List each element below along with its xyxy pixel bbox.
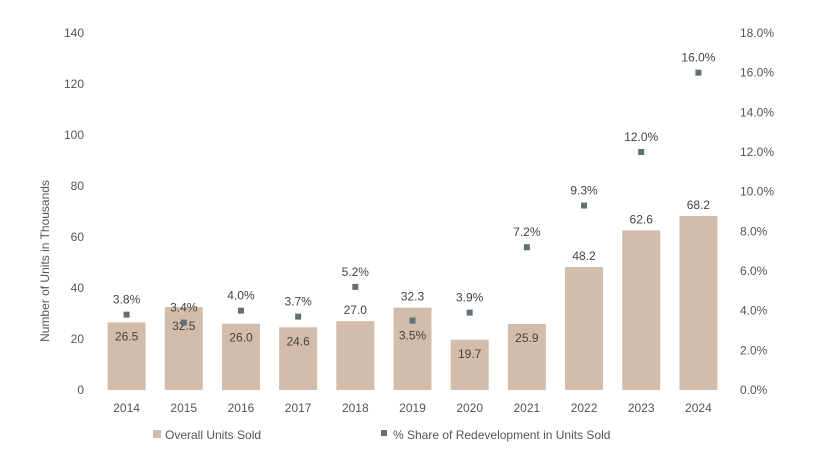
bar-data-label: 26.0 <box>229 331 253 345</box>
bar <box>221 323 260 390</box>
x-axis-ticks: 2014 2015 2016 2017 2018 2019 2020 2021 2022 2023… <box>113 401 712 415</box>
bar-data-label: 25.9 <box>515 331 539 345</box>
right-axis-ticks: 0.0% 2.0% 4.0% 6.0% 8.0% 10.0% 12.0% 14.0% 16.0%… <box>740 26 774 397</box>
y2-tick-label: 6.0% <box>740 264 768 278</box>
marker-point <box>581 202 588 209</box>
bar-data-label: 24.6 <box>286 334 310 348</box>
y-tick-label: 80 <box>71 179 85 193</box>
bar <box>279 327 318 390</box>
marker-point <box>237 307 244 314</box>
marker-data-label: 9.3% <box>570 184 598 198</box>
x-tick-label: 2017 <box>285 401 312 415</box>
marker-point <box>352 283 359 290</box>
bar <box>622 230 661 390</box>
y2-tick-label: 18.0% <box>740 26 774 40</box>
bar-data-label: 48.2 <box>572 249 596 263</box>
bar-data-label: 27.0 <box>344 303 368 317</box>
left-axis-ticks: 0 20 40 60 80 100 120 140 <box>64 26 84 397</box>
marker-data-labels: 3.8% 3.4% 4.0% 3.7% 5.2% 3.5% 3.9% 7.2% 9.3% 12.0… <box>113 51 716 343</box>
marker-data-label: 3.8% <box>113 293 141 307</box>
marker-data-label: 12.0% <box>624 130 658 144</box>
y-tick-label: 140 <box>64 26 84 40</box>
bar-data-label: 19.7 <box>458 347 482 361</box>
x-tick-label: 2023 <box>628 401 655 415</box>
y2-tick-label: 8.0% <box>740 224 768 238</box>
y2-tick-label: 4.0% <box>740 304 768 318</box>
bar-data-label: 68.2 <box>687 198 711 212</box>
y2-tick-label: 16.0% <box>740 66 774 80</box>
marker-data-label: 4.0% <box>227 289 255 303</box>
y2-tick-label: 12.0% <box>740 145 774 159</box>
y-tick-label: 100 <box>64 128 84 142</box>
marker-data-label: 3.9% <box>456 291 484 305</box>
bar <box>507 323 546 390</box>
marker-data-label: 5.2% <box>342 265 370 279</box>
x-tick-label: 2015 <box>170 401 197 415</box>
marker-series <box>123 69 702 326</box>
marker-point <box>523 244 530 251</box>
marker-point <box>695 69 702 76</box>
bar <box>450 339 489 390</box>
bar <box>336 321 375 390</box>
bar-data-label: 26.5 <box>115 329 139 343</box>
y-tick-label: 40 <box>71 281 85 295</box>
legend-marker-label: % Share of Redevelopment in Units Sold <box>393 428 610 442</box>
y-tick-label: 60 <box>71 230 85 244</box>
x-tick-label: 2020 <box>456 401 483 415</box>
x-tick-label: 2022 <box>571 401 598 415</box>
marker-data-label: 3.7% <box>284 295 312 309</box>
bar-data-label: 32.3 <box>401 290 425 304</box>
bar-series <box>107 216 718 390</box>
marker-point <box>180 319 187 326</box>
x-tick-label: 2014 <box>113 401 140 415</box>
marker-point <box>295 313 302 320</box>
bar <box>565 267 604 390</box>
y2-tick-label: 2.0% <box>740 343 768 357</box>
marker-point <box>638 149 645 155</box>
y-tick-label: 120 <box>64 77 84 91</box>
legend-bar-swatch <box>153 430 161 438</box>
x-tick-label: 2019 <box>399 401 426 415</box>
y-tick-label: 0 <box>77 383 84 397</box>
bar-data-label: 62.6 <box>630 212 654 226</box>
y-axis-label: Number of Units in Thousands <box>38 180 52 342</box>
y2-tick-label: 14.0% <box>740 105 774 119</box>
x-tick-label: 2021 <box>514 401 541 415</box>
bar <box>107 322 146 390</box>
legend-bar-label: Overall Units Sold <box>165 428 261 442</box>
marker-data-label: 3.5% <box>399 329 427 343</box>
marker-data-label: 7.2% <box>513 225 541 239</box>
y2-tick-label: 10.0% <box>740 185 774 199</box>
legend-marker-swatch <box>381 430 387 436</box>
bar-data-labels: 26.5 32.5 26.0 24.6 27.0 32.3 19.7 25.9 48.2 62.6… <box>115 198 710 361</box>
bar-data-label: 32.5 <box>172 319 196 333</box>
legend: Overall Units Sold % Share of Redevelopm… <box>153 428 610 442</box>
x-tick-label: 2018 <box>342 401 369 415</box>
y-tick-label: 20 <box>71 332 85 346</box>
bar <box>679 216 718 390</box>
y2-tick-label: 0.0% <box>740 383 768 397</box>
marker-point <box>409 317 416 324</box>
marker-data-label: 3.4% <box>170 301 198 315</box>
x-tick-label: 2024 <box>685 401 712 415</box>
marker-data-label: 16.0% <box>681 51 715 65</box>
marker-point <box>466 309 473 316</box>
marker-point <box>123 311 130 318</box>
x-tick-label: 2016 <box>228 401 255 415</box>
